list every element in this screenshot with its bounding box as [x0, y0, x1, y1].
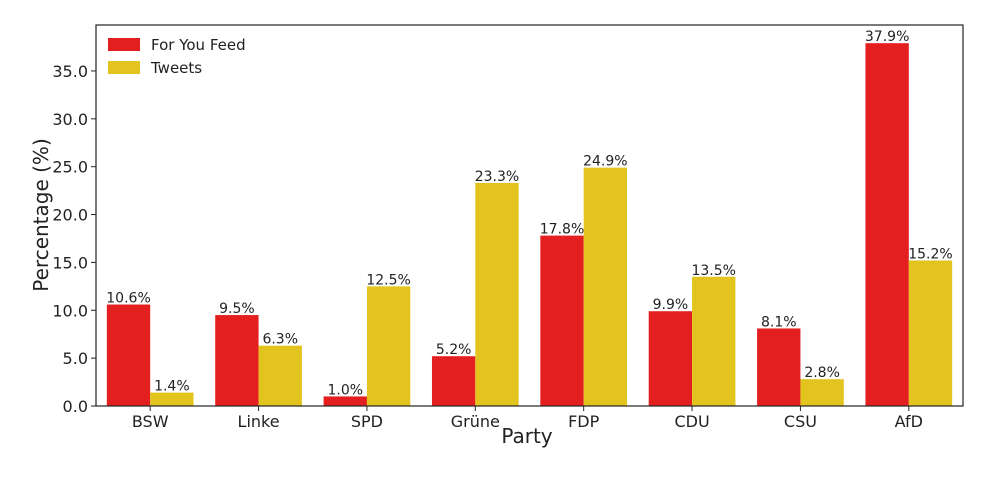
y-tick-label: 0.0 — [63, 397, 88, 416]
y-tick-label: 25.0 — [52, 158, 88, 177]
data-label: 12.5% — [366, 272, 410, 288]
x-tick-label: Grüne — [451, 412, 500, 431]
y-tick-label: 5.0 — [63, 349, 88, 368]
data-label: 2.8% — [804, 365, 840, 381]
bar-grüne-for-you-feed — [431, 356, 476, 406]
bar-cdu-tweets — [692, 276, 736, 406]
legend-swatch — [108, 61, 140, 74]
data-label: 5.2% — [436, 342, 472, 358]
bar-spd-tweets — [366, 286, 411, 406]
data-label: 24.9% — [583, 154, 627, 170]
data-label: 8.1% — [761, 314, 797, 330]
bar-spd-for-you-feed — [323, 396, 367, 406]
x-tick-label: AfD — [895, 412, 923, 431]
bar-afd-tweets — [908, 260, 953, 406]
x-axis-title: Party — [501, 424, 552, 448]
data-label: 15.2% — [908, 246, 952, 262]
bar-cdu-for-you-feed — [648, 311, 693, 406]
y-tick-label: 15.0 — [52, 253, 88, 272]
x-tick-label: FDP — [568, 412, 600, 431]
data-label: 23.3% — [475, 169, 519, 185]
data-label: 1.4% — [154, 379, 190, 395]
y-tick-label: 20.0 — [52, 206, 88, 225]
bar-linke-tweets — [258, 345, 302, 406]
x-tick-label: Linke — [238, 412, 280, 431]
x-tick-label: CSU — [784, 412, 817, 431]
data-label: 10.6% — [106, 291, 150, 307]
bar-fdp-for-you-feed — [540, 235, 584, 406]
legend: For You Feed Tweets — [108, 36, 246, 77]
y-tick-label: 30.0 — [52, 110, 88, 129]
bar-grüne-tweets — [475, 182, 519, 406]
data-label: 9.9% — [653, 297, 689, 313]
legend-swatch — [108, 38, 140, 51]
data-label: 37.9% — [865, 29, 909, 45]
bar-linke-for-you-feed — [215, 315, 259, 406]
legend-label: Tweets — [150, 59, 202, 77]
data-label: 6.3% — [262, 332, 298, 348]
plot-frame — [95, 24, 964, 407]
bar-fdp-tweets — [583, 167, 628, 406]
y-tick-label: 35.0 — [52, 62, 88, 81]
y-axis-title: Percentage (%) — [29, 138, 53, 291]
bar-afd-for-you-feed — [865, 43, 909, 406]
bar-bsw-tweets — [150, 392, 194, 406]
data-label: 9.5% — [219, 301, 255, 317]
bar-bsw-for-you-feed — [106, 304, 151, 406]
axes: BSW Linke SPD Grüne FDP CDU CSU AfD 0.0 5.0 10.0 15… — [52, 24, 964, 431]
bar-csu-for-you-feed — [757, 328, 801, 406]
x-tick-label: CDU — [674, 412, 709, 431]
bar-csu-tweets — [800, 379, 844, 406]
bars-layer — [106, 43, 953, 406]
data-label: 13.5% — [691, 263, 735, 279]
x-tick-label: BSW — [132, 412, 169, 431]
y-tick-label: 10.0 — [52, 301, 88, 320]
data-label: 1.0% — [327, 382, 363, 398]
legend-label: For You Feed — [151, 36, 246, 54]
bar-value-labels: 10.6% 1.4% 9.5% 6.3% 1.0% 12.5% 5.2% 23.3% 17.8%… — [106, 29, 952, 398]
data-label: 17.8% — [540, 222, 584, 238]
x-tick-label: SPD — [351, 412, 383, 431]
